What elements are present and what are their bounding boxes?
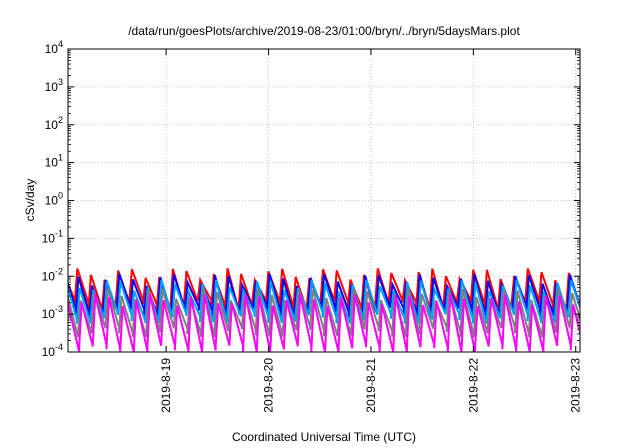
y-tick-label: 102 — [45, 115, 63, 132]
y-tick-exponent: 4 — [58, 39, 63, 49]
x-tick-label: 2019-8-21 — [364, 358, 378, 413]
y-tick-exponent: -3 — [55, 304, 63, 314]
y-tick-label: 10-1 — [42, 228, 63, 245]
y-tick-exponent: -4 — [55, 342, 63, 352]
y-tick-label: 104 — [45, 39, 63, 56]
y-tick-base: 10 — [45, 118, 59, 132]
y-tick-label: 103 — [45, 77, 63, 94]
series-line — [68, 293, 580, 352]
y-tick-base: 10 — [45, 80, 59, 94]
y-tick-exponent: -1 — [55, 228, 63, 238]
x-axis-label: Coordinated Universal Time (UTC) — [232, 430, 416, 444]
y-tick-label: 101 — [45, 153, 63, 170]
x-tick-label: 2019-8-22 — [466, 358, 480, 413]
y-tick-exponent: 2 — [58, 115, 63, 125]
y-tick-base: 10 — [45, 194, 59, 208]
y-tick-base: 10 — [42, 345, 56, 359]
x-tick-label: 2019-8-19 — [159, 358, 173, 413]
axes: 10-410-310-210-11001011021031042019-8-19… — [42, 39, 583, 413]
y-tick-label: 10-4 — [42, 342, 63, 359]
y-axis-label: cSv/day — [23, 179, 37, 222]
y-tick-exponent: 0 — [58, 191, 63, 201]
y-tick-exponent: 3 — [58, 77, 63, 87]
y-tick-exponent: -2 — [55, 266, 63, 276]
y-tick-base: 10 — [45, 42, 59, 56]
y-tick-base: 10 — [42, 231, 56, 245]
chart-title: /data/run/goesPlots/archive/2019-08-23/0… — [128, 24, 520, 38]
y-tick-base: 10 — [42, 269, 56, 283]
y-tick-label: 100 — [45, 191, 63, 208]
x-tick-label: 2019-8-20 — [262, 358, 276, 413]
y-tick-exponent: 1 — [58, 153, 63, 163]
y-tick-base: 10 — [45, 156, 59, 170]
x-tick-label: 2019-8-23 — [569, 358, 583, 413]
y-tick-base: 10 — [42, 307, 56, 321]
y-tick-label: 10-3 — [42, 304, 63, 321]
series-group — [68, 268, 580, 352]
y-tick-label: 10-2 — [42, 266, 63, 283]
